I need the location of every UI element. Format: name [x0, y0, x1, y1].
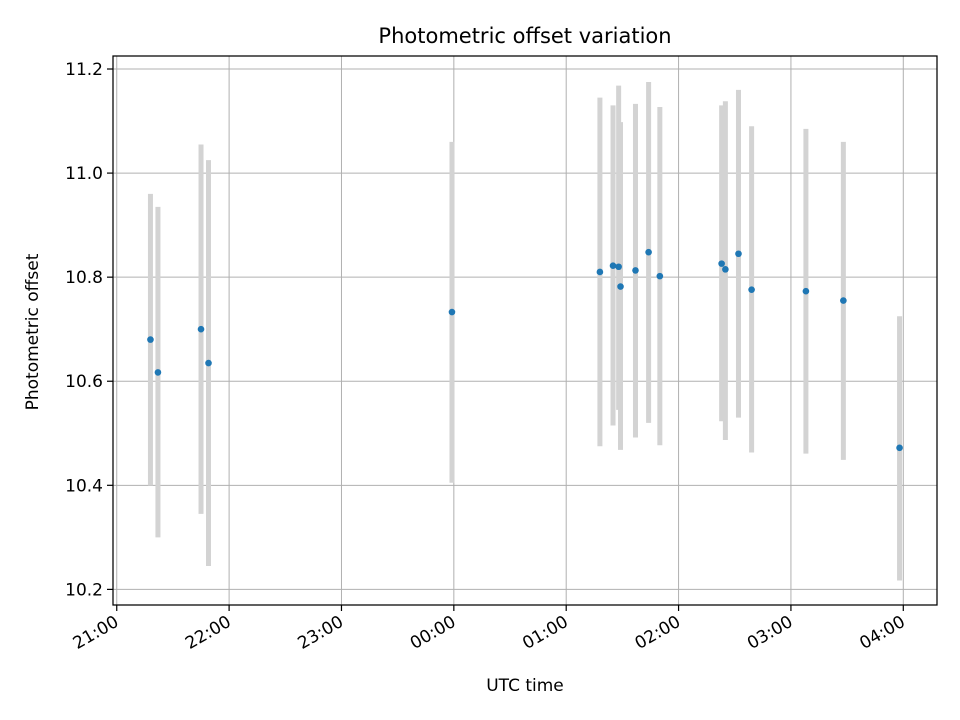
data-points [147, 248, 903, 452]
x-axis-label: UTC time [486, 676, 564, 696]
data-point [609, 262, 617, 270]
data-point [154, 369, 162, 376]
data-point [896, 444, 903, 452]
data-point [802, 287, 810, 295]
data-point [748, 286, 755, 293]
y-tick-label: 11.0 [65, 164, 103, 184]
plot-frame [112, 55, 938, 606]
data-point [722, 266, 729, 273]
data-point [205, 359, 212, 367]
y-tick-label: 10.6 [65, 372, 103, 392]
data-point [596, 268, 604, 276]
data-point [718, 260, 725, 267]
data-point [632, 267, 639, 274]
data-point [656, 272, 664, 280]
grid [113, 56, 937, 605]
data-point [197, 325, 205, 333]
data-point [840, 297, 847, 304]
data-point [735, 250, 742, 258]
y-axis-label: Photometric offset [23, 253, 43, 410]
data-point [617, 283, 624, 290]
data-point [615, 263, 622, 271]
y-tick-label: 10.8 [65, 268, 103, 288]
y-axis-ticks: 10.2 10.4 10.6 10.8 11.0 11.2 [65, 60, 113, 600]
y-tick-label: 11.2 [65, 60, 103, 80]
data-point [147, 336, 154, 343]
y-tick-label: 10.4 [65, 476, 103, 496]
data-point [448, 308, 456, 316]
y-tick-label: 10.2 [65, 580, 103, 600]
data-point [645, 248, 652, 256]
chart-title: Photometric offset variation [378, 24, 671, 48]
